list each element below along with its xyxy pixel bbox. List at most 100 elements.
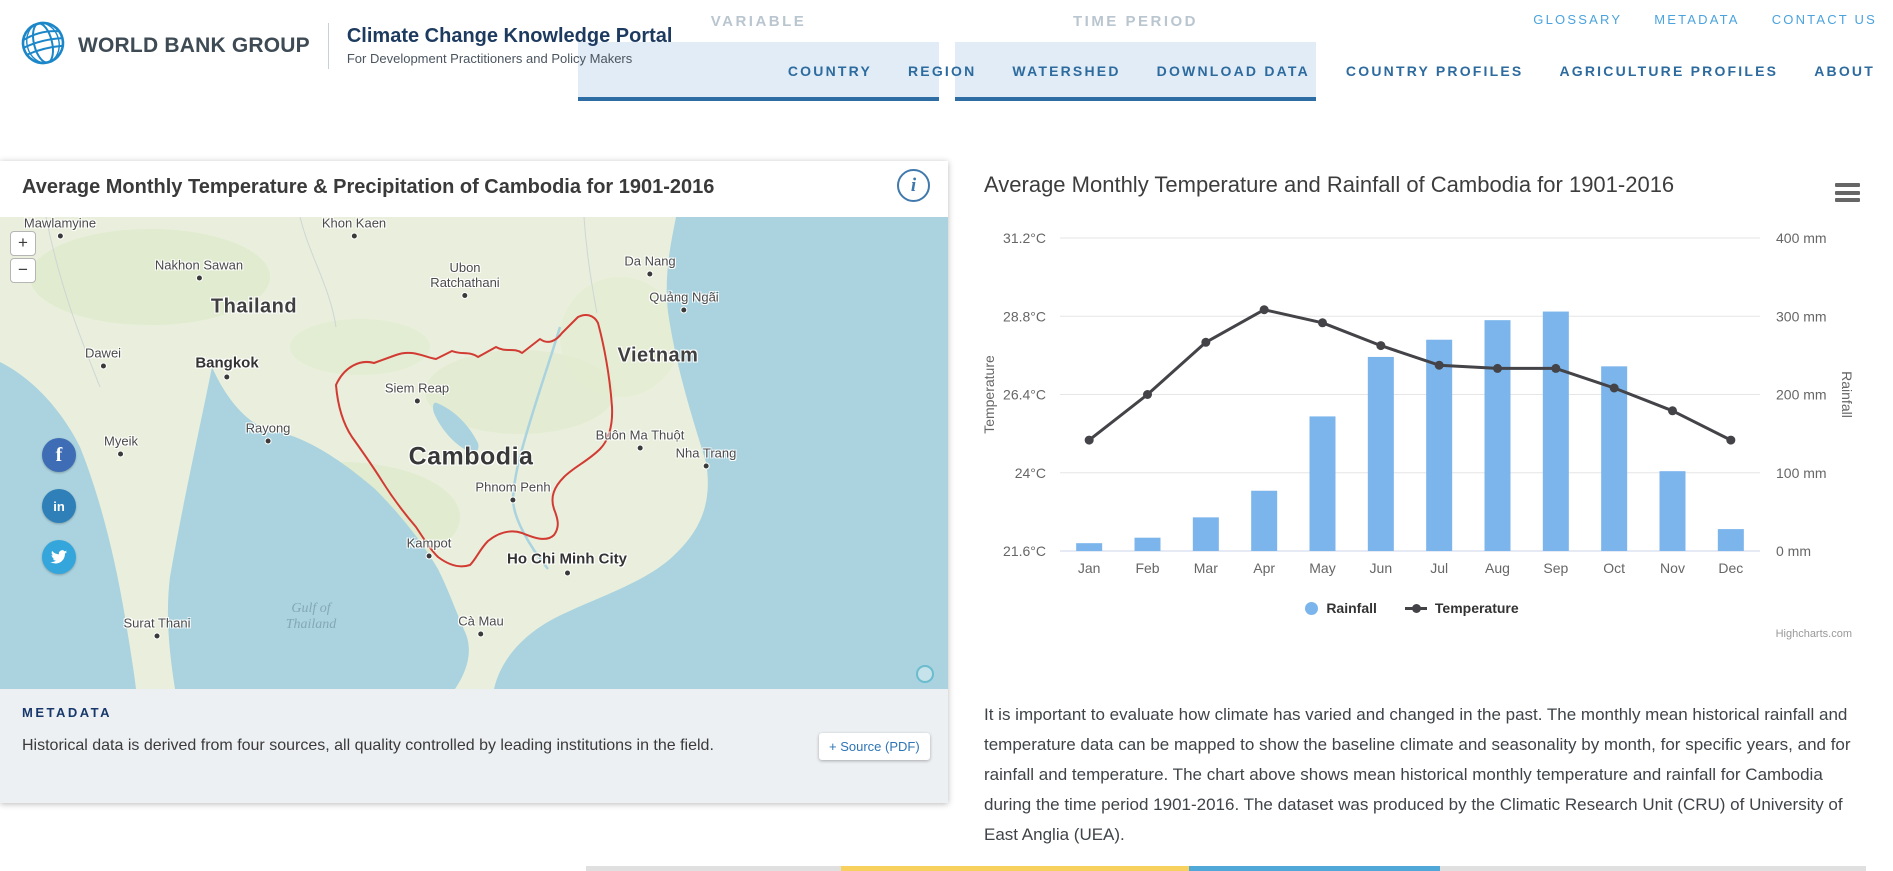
map-attribution-icon[interactable] <box>916 665 934 683</box>
rainfall-bar-may <box>1309 416 1336 551</box>
rainfall-bar-oct <box>1601 366 1628 551</box>
temperature-point-jan <box>1084 435 1094 445</box>
x-axis-label-aug: Aug <box>1485 560 1510 576</box>
y-axis-left-tick: 21.6°C <box>1003 543 1046 559</box>
world-bank-globe-icon <box>20 20 66 71</box>
rainfall-bar-jan <box>1076 543 1103 551</box>
legend-marker-temperature <box>1404 603 1427 613</box>
utility-nav-contact-us[interactable]: CONTACT US <box>1771 12 1877 27</box>
x-axis-label-feb: Feb <box>1135 560 1159 576</box>
temperature-point-feb <box>1143 390 1152 399</box>
utility-nav: GLOSSARY METADATA CONTACT US <box>1533 12 1877 27</box>
nav-region[interactable]: REGION <box>907 63 977 79</box>
filter-select-time-period[interactable] <box>955 42 1316 101</box>
y-axis-left-title: Temperature <box>981 355 997 434</box>
brand-name: WORLD BANK GROUP <box>78 33 310 57</box>
chart-title: Average Monthly Temperature and Rainfall… <box>984 172 1675 197</box>
map-panel-title: Average Monthly Temperature & Precipitat… <box>22 176 715 198</box>
temperature-point-apr <box>1259 305 1269 315</box>
legend-label-rainfall: Rainfall <box>1326 600 1377 616</box>
rainfall-bar-jun <box>1367 356 1394 551</box>
map-river-mekong <box>511 326 562 570</box>
y-axis-right-tick: 100 mm <box>1776 465 1827 481</box>
rainfall-bar-nov <box>1659 471 1686 551</box>
rainfall-bar-sep <box>1542 311 1569 551</box>
map-zoom-out-button[interactable]: − <box>10 258 36 283</box>
rainfall-bar-aug <box>1484 320 1511 551</box>
facebook-share-button[interactable]: f <box>42 438 76 472</box>
legend-item-rainfall[interactable]: Rainfall <box>1305 600 1377 616</box>
y-axis-left-tick: 28.8°C <box>1003 308 1046 324</box>
info-icon[interactable]: i <box>897 169 930 202</box>
y-axis-right-tick: 0 mm <box>1776 543 1811 559</box>
filter-select-variable[interactable] <box>578 42 939 101</box>
x-axis-label-jan: Jan <box>1078 560 1101 576</box>
temperature-point-oct <box>1609 383 1619 393</box>
y-axis-right-title: Rainfall <box>1839 371 1855 418</box>
rainfall-bar-feb <box>1134 537 1161 551</box>
x-axis-label-oct: Oct <box>1603 560 1625 576</box>
nav-download-data[interactable]: DOWNLOAD DATA <box>1156 63 1310 79</box>
x-axis-label-nov: Nov <box>1660 560 1685 576</box>
map-cambodia-border <box>335 314 614 568</box>
legend-item-temperature[interactable]: Temperature <box>1404 600 1519 616</box>
linkedin-share-button[interactable]: in <box>42 489 76 523</box>
footer-strip-segment-3 <box>1440 866 1866 871</box>
nav-agriculture-profiles[interactable]: AGRICULTURE PROFILES <box>1559 63 1779 79</box>
nav-country-profiles[interactable]: COUNTRY PROFILES <box>1345 63 1524 79</box>
nav-watershed[interactable]: WATERSHED <box>1012 63 1121 79</box>
chart-panel: Average Monthly Temperature and Rainfall… <box>962 161 1874 850</box>
map-image <box>0 217 948 689</box>
main-nav: COUNTRY REGION WATERSHED DOWNLOAD DATA COUNT… <box>788 63 1875 79</box>
footer-strip-segment-1 <box>841 866 1189 871</box>
x-axis-label-jul: Jul <box>1430 560 1448 576</box>
y-axis-right-tick: 200 mm <box>1776 387 1827 403</box>
utility-nav-metadata[interactable]: METADATA <box>1654 12 1740 27</box>
temperature-line <box>1087 308 1733 442</box>
rainfall-bar-jul <box>1426 339 1453 551</box>
map-canvas[interactable]: Mawlamyine Khon Kaen Nakhon Sawan Ubon Ratc… <box>0 217 948 689</box>
nav-country[interactable]: COUNTRY <box>787 63 872 79</box>
temperature-point-jul <box>1434 360 1444 370</box>
map-lake-tonle-sap <box>433 402 479 453</box>
y-axis-left-tick: 31.2°C <box>1003 230 1046 246</box>
world-bank-logo[interactable]: WORLD BANK GROUP Climate Change Knowledg… <box>20 20 672 71</box>
map-sea-west <box>0 362 136 689</box>
filter-label-time-period: TIME PERIOD <box>1072 13 1198 30</box>
legend-marker-rainfall <box>1305 601 1319 615</box>
x-axis-label-mar: Mar <box>1194 560 1218 576</box>
highcharts-credits[interactable]: Highcharts.com <box>1775 628 1852 640</box>
linkedin-icon: in <box>53 498 65 514</box>
rainfall-bar-apr <box>1251 490 1278 551</box>
temperature-point-jun <box>1376 341 1386 351</box>
utility-nav-glossary[interactable]: GLOSSARY <box>1533 12 1623 27</box>
x-axis-label-apr: Apr <box>1253 560 1275 576</box>
y-axis-left-tick: 26.4°C <box>1003 387 1046 403</box>
y-axis-right-tick: 300 mm <box>1776 308 1827 324</box>
map-zoom-in-button[interactable]: + <box>10 231 36 256</box>
x-axis-label-may: May <box>1309 560 1335 576</box>
filter-label-variable: VARIABLE <box>710 13 807 30</box>
temperature-point-may <box>1318 318 1327 328</box>
x-axis-label-sep: Sep <box>1543 560 1568 576</box>
chart: 21.6°C 0 mm 24°C 100 mm 26.4°C 200 mm 28.8°C 30… <box>962 210 1862 650</box>
x-axis-label-dec: Dec <box>1718 560 1743 576</box>
y-axis-left-tick: 24°C <box>1015 465 1046 481</box>
nav-about[interactable]: ABOUT <box>1814 63 1875 79</box>
logo-divider <box>327 22 329 69</box>
portal-subtitle: For Development Practitioners and Policy… <box>346 51 633 66</box>
map-sea-gulf-of-thailand <box>167 367 469 689</box>
legend-label-temperature: Temperature <box>1434 600 1519 616</box>
twitter-share-button[interactable] <box>42 540 76 574</box>
footer-strip-segment-2 <box>1189 866 1440 871</box>
source-pdf-button[interactable]: + Source (PDF) <box>819 733 930 760</box>
chart-plot: 21.6°C 0 mm 24°C 100 mm 26.4°C 200 mm 28.8°C 30… <box>981 230 1855 576</box>
map-sea-east <box>494 217 948 689</box>
y-axis-right-tick: 400 mm <box>1776 230 1827 246</box>
chart-context-menu-icon[interactable] <box>1835 183 1860 202</box>
portal-title-block: Climate Change Knowledge Portal For Deve… <box>347 25 673 66</box>
twitter-bird-icon <box>50 550 68 564</box>
facebook-icon: f <box>55 443 63 466</box>
x-axis-label-jun: Jun <box>1370 560 1393 576</box>
